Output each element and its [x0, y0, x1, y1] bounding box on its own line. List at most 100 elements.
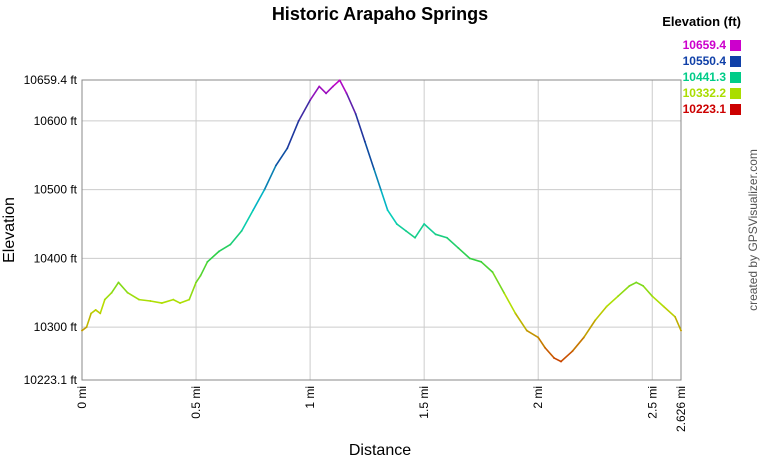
x-tick-label: 2.626 mi — [674, 386, 688, 432]
legend-label: 10223.1 — [683, 102, 727, 116]
elevation-point — [160, 302, 163, 304]
legend-label: 10441.3 — [683, 70, 727, 84]
elevation-point — [379, 188, 382, 191]
elevation-point — [434, 233, 437, 236]
elevation-segment — [583, 319, 597, 339]
elevation-segment — [605, 295, 619, 308]
elevation-segment — [571, 336, 585, 352]
elevation-point — [491, 271, 494, 274]
elevation-point — [217, 250, 220, 253]
elevation-segment — [560, 350, 574, 363]
y-tick-label: 10600 ft — [34, 114, 78, 128]
elevation-segment — [286, 120, 300, 150]
elevation-segment — [117, 281, 129, 294]
elevation-point — [423, 223, 426, 225]
elevation-segment — [252, 188, 266, 212]
legend-swatch — [730, 104, 741, 115]
elevation-segment — [318, 85, 327, 95]
elevation-segment — [423, 223, 437, 236]
x-axis-title: Distance — [349, 442, 411, 459]
elevation-segment — [491, 271, 505, 294]
elevation-segment — [414, 223, 425, 239]
elevation-segment — [110, 281, 120, 294]
elevation-segment — [662, 305, 676, 318]
elevation-point — [414, 236, 416, 239]
elevation-point — [628, 284, 631, 287]
elevation-point — [642, 284, 645, 287]
elevation-segment — [263, 164, 277, 191]
x-tick-label: 1.5 mi — [417, 386, 431, 419]
elevation-point — [110, 291, 113, 294]
plot-frame — [81, 79, 682, 381]
elevation-segment — [674, 316, 682, 332]
elevation-point — [138, 298, 140, 301]
y-axis-title: Elevation — [1, 197, 18, 263]
elevation-segment — [503, 291, 517, 315]
elevation-segment — [161, 298, 175, 304]
y-tick-label: 10300 ft — [34, 320, 78, 334]
x-tick-label: 2.5 mi — [645, 386, 659, 419]
elevation-point — [405, 229, 407, 232]
elevation-point — [674, 315, 676, 318]
elevation-point — [373, 168, 375, 170]
elevation-segment — [275, 147, 289, 167]
elevation-point — [457, 247, 460, 249]
elevation-segment — [85, 312, 92, 328]
elevation-point — [81, 329, 83, 332]
elevation-point — [560, 360, 562, 363]
elevation-segment — [345, 92, 357, 115]
elevation-point — [325, 92, 327, 95]
elevation-segment — [364, 140, 375, 170]
elevation-segment — [553, 357, 562, 363]
elevation-point — [90, 312, 93, 315]
elevation-point — [263, 188, 266, 191]
elevation-point — [468, 257, 471, 260]
elevation-point — [172, 298, 175, 301]
elevation-point — [386, 209, 389, 212]
elevation-point — [126, 291, 129, 294]
elevation-segment — [309, 85, 321, 102]
elevation-segment — [642, 285, 654, 297]
elevation-point — [571, 350, 574, 353]
elevation-point — [332, 85, 334, 88]
legend-swatch — [730, 72, 741, 83]
chart-title: Historic Arapaho Springs — [272, 4, 488, 24]
elevation-point — [103, 298, 106, 301]
elevation-segment — [126, 291, 140, 301]
elevation-point — [252, 209, 254, 212]
x-tick-label: 2 mi — [531, 386, 545, 409]
elevation-point — [286, 147, 289, 150]
elevation-point — [345, 92, 348, 95]
elevation-segment — [338, 79, 348, 95]
elevation-point — [85, 326, 88, 329]
elevation-point — [594, 319, 597, 322]
elevation-segment — [526, 329, 540, 339]
y-tick-label: 10500 ft — [34, 183, 78, 197]
elevation-point — [195, 281, 197, 284]
elevation-point — [514, 312, 517, 315]
elevation-point — [94, 309, 97, 311]
elevation-segment — [544, 346, 555, 359]
elevation-segment — [149, 300, 163, 304]
elevation-point — [537, 336, 540, 339]
elevation-point — [297, 119, 300, 122]
elevation-segment — [617, 285, 631, 297]
elevation-segment — [218, 243, 232, 253]
legend-label: 10332.2 — [683, 86, 727, 100]
elevation-point — [229, 243, 232, 246]
elevation-segment — [81, 326, 88, 332]
elevation-point — [544, 346, 546, 349]
elevation-point — [338, 79, 341, 82]
elevation-point — [149, 300, 152, 302]
elevation-segment — [354, 113, 366, 143]
elevation-point — [605, 305, 608, 308]
elevation-point — [480, 260, 483, 263]
elevation-series — [81, 79, 682, 363]
elevation-segment — [138, 298, 152, 302]
elevation-point — [117, 281, 120, 284]
x-tick-label: 0 mi — [75, 386, 89, 409]
elevation-segment — [195, 274, 202, 284]
elevation-segment — [188, 281, 197, 301]
